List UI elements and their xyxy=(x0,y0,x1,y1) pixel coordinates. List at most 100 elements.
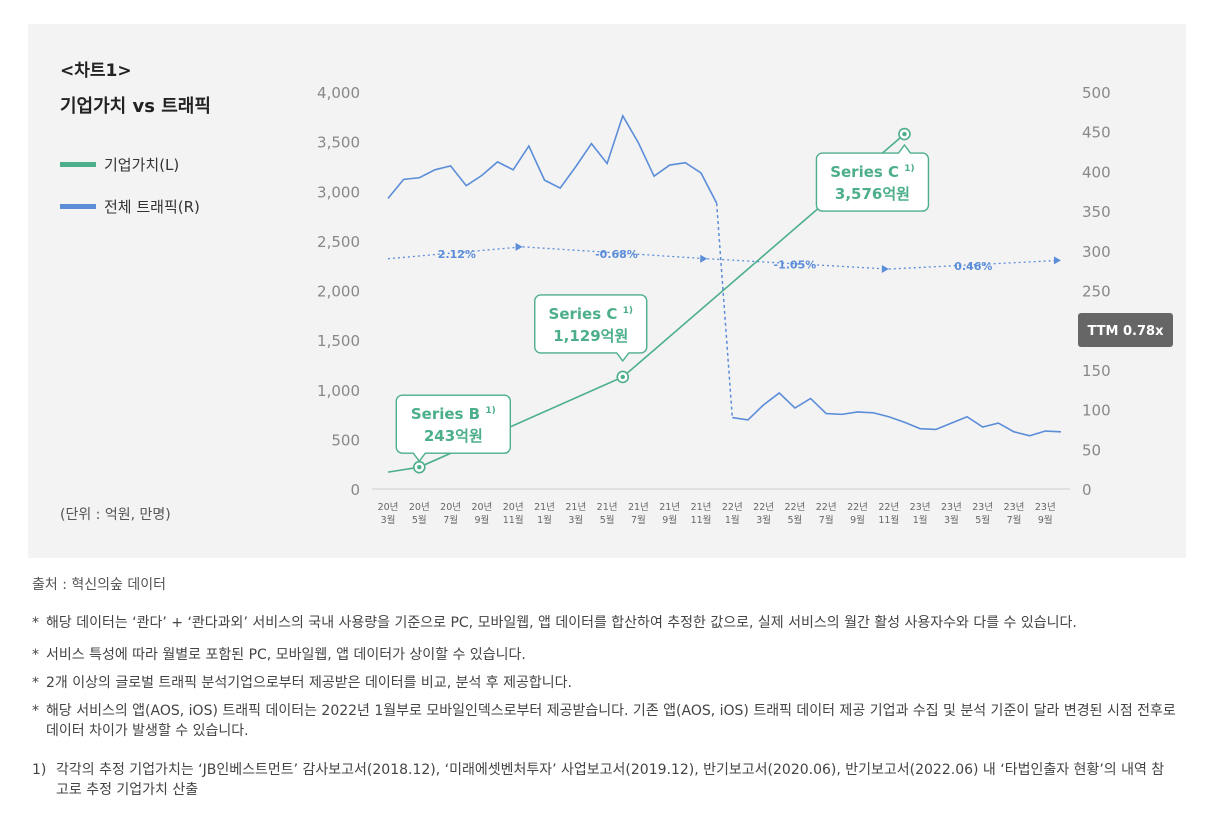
callout-value: 3,576억원 xyxy=(835,185,910,203)
callout-round: Series C 1) xyxy=(830,163,914,181)
valuation-line xyxy=(387,133,905,473)
legend-item-traffic: 전체 트래픽(R) xyxy=(60,196,200,217)
chart-svg: 05001,0001,5002,0002,5003,0003,5004,0000… xyxy=(317,84,1173,526)
x-tick-label-month: 1월 xyxy=(537,514,552,526)
callout-pointer xyxy=(413,452,426,462)
callout-round: Series B 1) xyxy=(411,405,496,423)
callout-round-text: Series C xyxy=(549,305,623,323)
callout-box xyxy=(395,394,511,454)
x-tick-label-month: 11월 xyxy=(503,514,524,526)
y-left-tick-label: 3,500 xyxy=(317,134,360,152)
y-right-tick-label: 300 xyxy=(1082,243,1111,261)
callout-marker-dot xyxy=(417,464,422,470)
footnote-text: 서비스 특성에 따라 월별로 포함된 PC, 모바일웹, 앱 데이터가 상이할 … xyxy=(46,647,526,663)
x-tick-label-year: 21년 xyxy=(597,502,618,513)
x-tick-label-month: 9월 xyxy=(475,514,490,526)
y-left-tick-label: 3,000 xyxy=(317,183,360,201)
x-tick-label-month: 5월 xyxy=(600,514,615,526)
footnote-4: * 해당 서비스의 앱(AOS, iOS) 트래픽 데이터는 2022년 1월부로… xyxy=(32,701,1192,741)
x-tick-label-year: 21년 xyxy=(565,502,586,513)
trend-label: -0.68% xyxy=(595,248,638,261)
x-tick-label-month: 1월 xyxy=(913,514,928,526)
x-tick-label-year: 21년 xyxy=(659,502,680,513)
legend-item-valuation: 기업가치(L) xyxy=(60,154,179,175)
callout-round-text: Series B xyxy=(411,405,486,423)
unit-label: (단위 : 억원, 만명) xyxy=(60,507,171,523)
x-tick-label-year: 20년 xyxy=(378,502,399,513)
y-right-tick-label: 250 xyxy=(1082,283,1111,301)
callout-marker-dot xyxy=(902,131,907,137)
x-tick-label-month: 9월 xyxy=(662,514,677,526)
y-right-tick-label: 450 xyxy=(1082,124,1111,142)
y-left-tick-label: 500 xyxy=(331,431,360,449)
footnote-text: 해당 데이터는 ‘콴다’ + ‘콴다과외’ 서비스의 국내 사용량을 기준으로 … xyxy=(46,615,1077,631)
x-tick-label-month: 7월 xyxy=(1007,514,1022,526)
ttm-badge xyxy=(1078,313,1173,347)
x-tick-label-month: 9월 xyxy=(850,514,865,526)
callout-round-text: Series C xyxy=(830,163,904,181)
trend-label: 2.12% xyxy=(438,248,476,261)
x-tick-label-year: 21년 xyxy=(534,502,555,513)
traffic-line-before xyxy=(387,113,718,204)
callout-value: 243억원 xyxy=(424,427,483,445)
y-right-tick-label: 500 xyxy=(1082,84,1111,102)
footnote-text: 2개 이상의 글로벌 트래픽 분석기업으로부터 제공받은 데이터를 비교, 분석… xyxy=(46,675,572,691)
x-tick-label-month: 5월 xyxy=(975,514,990,526)
trend-segment xyxy=(387,246,517,260)
traffic-line-break xyxy=(715,203,734,418)
callout-value: 1,129억원 xyxy=(553,327,628,345)
trend-arrowhead xyxy=(515,242,523,251)
x-tick-label-year: 20년 xyxy=(440,502,461,513)
y-right-tick-label: 150 xyxy=(1082,362,1111,380)
chart-panel xyxy=(28,24,1186,558)
x-tick-label-month: 11월 xyxy=(691,514,712,526)
y-right-tick-label: 400 xyxy=(1082,163,1111,181)
x-tick-label-month: 7월 xyxy=(631,514,646,526)
x-tick-label-month: 3월 xyxy=(944,514,959,526)
x-tick-label-year: 21년 xyxy=(628,502,649,513)
footnote-mark: * xyxy=(32,647,39,663)
x-tick-label-month: 7월 xyxy=(443,514,458,526)
callout-pointer-outline xyxy=(897,143,912,154)
x-tick-label-year: 23년 xyxy=(1035,502,1056,513)
x-tick-label-year: 22년 xyxy=(847,502,868,513)
footnote-mark: 1) xyxy=(32,762,47,778)
callout-box xyxy=(815,152,930,212)
y-right-tick-label: 350 xyxy=(1082,203,1111,221)
callout-footnote-mark: 1) xyxy=(485,406,495,416)
trend-arrowhead xyxy=(881,265,889,274)
legend-label-valuation: 기업가치(L) xyxy=(104,156,180,174)
x-tick-label-year: 22년 xyxy=(784,502,805,513)
footnote-mark: * xyxy=(32,703,39,719)
footnote-mark: * xyxy=(32,675,39,691)
legend-swatch-valuation xyxy=(60,162,96,167)
callout-box xyxy=(534,294,648,354)
trend-label: -1.05% xyxy=(774,258,817,271)
footnote-1: * 해당 데이터는 ‘콴다’ + ‘콴다과외’ 서비스의 국내 사용량을 기준으로… xyxy=(32,613,1192,633)
source-text: 출처 : 혁신의숲 데이터 xyxy=(32,577,166,593)
x-tick-label-month: 3월 xyxy=(381,514,396,526)
callout-pointer xyxy=(898,145,911,155)
y-right-tick-label: 50 xyxy=(1082,441,1101,459)
trend-label: 0.46% xyxy=(954,260,992,273)
trend-arrowhead xyxy=(1053,256,1061,265)
chart-label: <차트1> xyxy=(60,61,132,81)
footnote-5: 1) 각각의 추정 기업가치는 ‘JB인베스트먼트’ 감사보고서(2018.12)… xyxy=(32,760,1192,800)
x-tick-label-month: 5월 xyxy=(412,514,427,526)
x-tick-label-year: 21년 xyxy=(691,502,712,513)
footnote-3: * 2개 이상의 글로벌 트래픽 분석기업으로부터 제공받은 데이터를 비교, 분… xyxy=(32,673,1192,693)
y-left-tick-label: 4,000 xyxy=(317,84,360,102)
x-tick-label-month: 5월 xyxy=(788,514,803,526)
y-right-tick-label: 0 xyxy=(1082,481,1092,499)
x-tick-label-month: 3월 xyxy=(568,514,583,526)
footnote-mark: * xyxy=(32,615,39,631)
y-left-tick-label: 2,500 xyxy=(317,233,360,251)
x-tick-label-year: 22년 xyxy=(753,502,774,513)
callout-pointer xyxy=(616,351,629,361)
x-tick-label-year: 23년 xyxy=(941,502,962,513)
x-tick-label-month: 3월 xyxy=(756,514,771,526)
callout-footnote-mark: 1) xyxy=(623,306,633,316)
chart-title: 기업가치 vs 트래픽 xyxy=(60,96,211,117)
callout-pointer-outline xyxy=(616,352,630,363)
x-tick-label-month: 9월 xyxy=(1038,514,1053,526)
